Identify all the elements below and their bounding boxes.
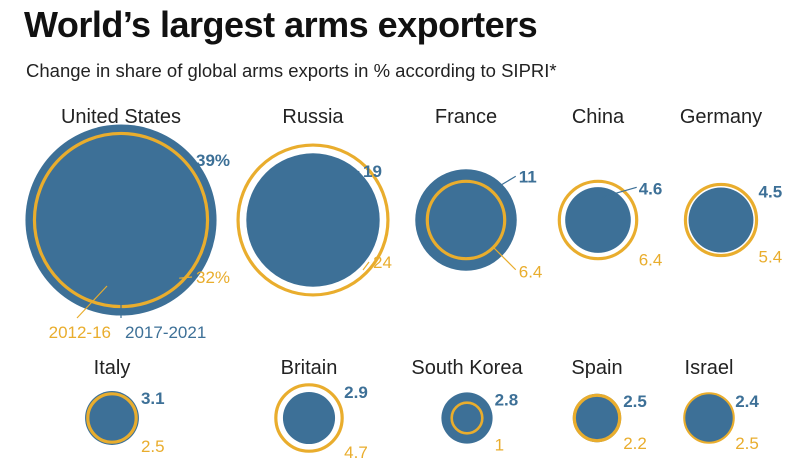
country-label-israel: Israel <box>685 357 734 379</box>
bubble-2012-16-spain <box>572 393 622 443</box>
leader-2017-2021-russia <box>355 170 360 178</box>
bubble-2012-16-france <box>425 179 507 261</box>
country-label-germany: Germany <box>680 106 762 128</box>
value-label-2017-2021-israel: 2.4 <box>735 392 759 411</box>
value-label-2017-2021-spain: 2.5 <box>623 392 647 411</box>
bubble-2017-2021-israel <box>685 394 733 442</box>
bubble-2017-2021-britain <box>282 391 336 445</box>
bubble-2017-2021-italy <box>85 391 139 445</box>
leader-2012-16-france <box>492 246 517 271</box>
leader-2017-2021-france <box>500 175 517 186</box>
value-label-2012-16-united-states: 32% <box>196 268 230 287</box>
value-label-2012-16-france: 6.4 <box>519 263 543 282</box>
leader-2017-2021-china <box>601 186 637 198</box>
country-label-south-korea: South Korea <box>411 357 523 379</box>
chart-subtitle: Change in share of global arms exports i… <box>26 60 557 81</box>
country-label-france: France <box>435 106 497 128</box>
bubble-group-south-korea: South Korea 2.8 1 <box>411 357 523 455</box>
value-label-2012-16-germany: 5.4 <box>759 248 783 267</box>
value-label-2012-16-israel: 2.5 <box>735 434 759 453</box>
value-label-2012-16-china: 6.4 <box>639 251 663 270</box>
value-label-2017-2021-china: 4.6 <box>639 179 663 198</box>
value-label-2017-2021-united-states: 39% <box>196 151 230 170</box>
leader-2012-16-russia <box>362 261 370 271</box>
legend-2017-2021: 2017-2021 <box>125 323 206 342</box>
value-label-2017-2021-france: 11 <box>519 167 537 186</box>
bubble-group-russia: Russia 19 24 <box>236 106 392 297</box>
bubble-2012-16-israel <box>683 392 735 444</box>
leader-2012-16-united-states <box>179 276 193 279</box>
bubble-group-china: China 4.6 6.4 <box>557 106 663 270</box>
country-label-spain: Spain <box>571 357 622 379</box>
bubble-2017-2021-germany <box>688 187 754 253</box>
legend-2012-16: 2012-16 <box>49 323 111 342</box>
bubble-2017-2021-spain <box>572 393 622 443</box>
bubble-2012-16-germany <box>683 182 759 258</box>
bubble-2017-2021-united-states <box>25 124 217 316</box>
bubble-group-france: France 11 6.4 <box>415 106 542 282</box>
country-label-china: China <box>572 106 625 128</box>
legend-leader-2012-16 <box>76 285 108 319</box>
value-label-2012-16-spain: 2.2 <box>623 434 647 453</box>
bubble-2017-2021-russia <box>246 153 380 287</box>
country-label-britain: Britain <box>281 357 338 379</box>
country-label-united-states: United States <box>61 106 181 128</box>
bubble-group-italy: Italy 3.1 2.5 <box>85 357 165 456</box>
value-label-2012-16-south-korea: 1 <box>495 436 504 455</box>
value-label-2017-2021-germany: 4.5 <box>759 182 783 201</box>
bubble-2017-2021-china <box>565 187 631 253</box>
leader-2017-2021-united-states <box>184 155 193 161</box>
bubble-2012-16-china <box>557 179 639 261</box>
bubble-group-britain: Britain 2.9 4.7 <box>274 357 368 460</box>
chart-title: World’s largest arms exporters <box>24 4 538 45</box>
value-label-2017-2021-russia: 19 <box>363 162 382 181</box>
country-label-russia: Russia <box>282 106 344 128</box>
bubble-2017-2021-south-korea <box>441 392 493 444</box>
value-label-2017-2021-britain: 2.9 <box>344 383 368 402</box>
bubble-2012-16-russia <box>236 143 390 297</box>
value-label-2012-16-britain: 4.7 <box>344 443 368 460</box>
value-label-2012-16-italy: 2.5 <box>141 437 165 456</box>
value-label-2017-2021-south-korea: 2.8 <box>495 390 519 409</box>
bubble-2017-2021-france <box>415 169 517 271</box>
bubble-group-united-states: United States 39% 32% <box>25 106 230 316</box>
value-label-2012-16-russia: 24 <box>373 253 392 272</box>
bubble-2012-16-south-korea <box>450 401 484 435</box>
bubble-2012-16-italy <box>86 392 138 444</box>
bubble-2012-16-britain <box>274 383 344 453</box>
country-label-italy: Italy <box>94 357 131 379</box>
bubble-group-germany: Germany 4.5 5.4 <box>680 106 782 267</box>
value-label-2017-2021-italy: 3.1 <box>141 389 165 408</box>
